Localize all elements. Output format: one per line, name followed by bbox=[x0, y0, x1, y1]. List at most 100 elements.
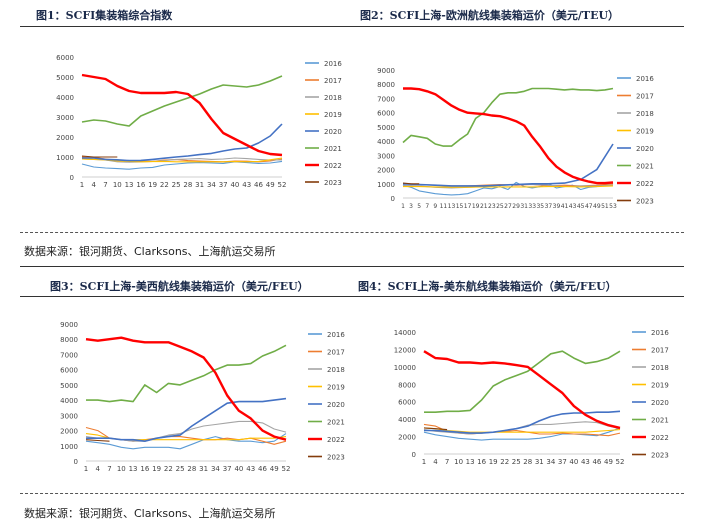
y-tick-label: 5000 bbox=[60, 382, 78, 390]
y-tick-label: 2000 bbox=[377, 167, 395, 175]
y-tick-label: 4000 bbox=[56, 94, 74, 102]
x-tick-label: 22 bbox=[164, 465, 173, 473]
legend-label-2018: 2018 bbox=[324, 94, 342, 102]
x-tick-label: 52 bbox=[616, 458, 625, 466]
legend-label-2020: 2020 bbox=[324, 128, 342, 136]
series-line-2018 bbox=[81, 157, 282, 163]
legend-label-2023: 2023 bbox=[651, 452, 669, 460]
x-tick-label: 37 bbox=[545, 203, 553, 210]
x-tick-label: 47 bbox=[585, 203, 593, 210]
y-tick-label: 9000 bbox=[377, 67, 395, 75]
legend-label-2018: 2018 bbox=[636, 110, 654, 118]
y-tick-label: 6000 bbox=[60, 367, 78, 375]
legend-label-2021: 2021 bbox=[651, 417, 669, 425]
legend-label-2017: 2017 bbox=[651, 347, 669, 355]
y-tick-label: 9000 bbox=[60, 321, 78, 329]
x-tick-label: 31 bbox=[535, 458, 544, 466]
y-tick-label: 2000 bbox=[56, 134, 74, 142]
x-tick-label: 37 bbox=[223, 465, 232, 473]
x-tick-label: 40 bbox=[569, 458, 578, 466]
x-tick-label: 28 bbox=[183, 181, 192, 189]
x-tick-label: 19 bbox=[152, 465, 161, 473]
y-tick-label: 10000 bbox=[394, 364, 416, 372]
x-tick-label: 1 bbox=[422, 458, 426, 466]
x-tick-label: 28 bbox=[187, 465, 196, 473]
series-line-2022 bbox=[423, 350, 621, 430]
legend-label-2023: 2023 bbox=[636, 198, 654, 206]
y-tick-label: 3000 bbox=[377, 152, 395, 160]
x-tick-label: 9 bbox=[433, 203, 437, 210]
y-tick-label: 4000 bbox=[377, 138, 395, 146]
x-tick-label: 16 bbox=[140, 465, 149, 473]
x-tick-label: 5 bbox=[417, 203, 421, 210]
x-tick-label: 4 bbox=[96, 465, 101, 473]
series-line-2016 bbox=[402, 181, 614, 196]
legend-label-2018: 2018 bbox=[651, 364, 669, 372]
series-line-2021 bbox=[402, 87, 614, 147]
x-tick-label: 34 bbox=[546, 458, 555, 466]
x-tick-label: 53 bbox=[609, 203, 617, 210]
legend-label-2019: 2019 bbox=[324, 111, 342, 119]
x-tick-label: 40 bbox=[234, 465, 243, 473]
y-tick-label: 0 bbox=[391, 195, 395, 203]
y-tick-label: 1000 bbox=[377, 181, 395, 189]
x-tick-label: 3 bbox=[409, 203, 413, 210]
y-tick-label: 8000 bbox=[377, 81, 395, 89]
x-tick-label: 27 bbox=[504, 203, 512, 210]
x-tick-label: 21 bbox=[480, 203, 488, 210]
y-tick-label: 12000 bbox=[394, 346, 416, 354]
series-line-2022 bbox=[85, 336, 287, 441]
y-tick-label: 6000 bbox=[398, 399, 416, 407]
section-divider-1 bbox=[20, 232, 684, 233]
x-tick-label: 25 bbox=[512, 458, 521, 466]
legend-label-2017: 2017 bbox=[324, 77, 342, 85]
x-tick-label: 40 bbox=[230, 181, 239, 189]
y-tick-label: 3000 bbox=[56, 114, 74, 122]
x-tick-label: 49 bbox=[604, 458, 613, 466]
x-tick-label: 43 bbox=[569, 203, 577, 210]
y-tick-label: 7000 bbox=[377, 95, 395, 103]
figure-1-title: 图1：SCFI集装箱综合指数 bbox=[36, 9, 173, 22]
x-tick-label: 22 bbox=[500, 458, 509, 466]
y-tick-label: 1000 bbox=[60, 443, 78, 451]
x-tick-label: 13 bbox=[129, 465, 138, 473]
x-tick-label: 10 bbox=[117, 465, 126, 473]
y-tick-label: 6000 bbox=[56, 54, 74, 62]
series-line-2021 bbox=[424, 350, 621, 413]
legend-label-2022: 2022 bbox=[636, 180, 654, 188]
x-tick-label: 46 bbox=[254, 181, 263, 189]
x-tick-label: 13 bbox=[466, 458, 475, 466]
y-tick-label: 4000 bbox=[398, 416, 416, 424]
legend-label-2023: 2023 bbox=[327, 454, 345, 462]
y-tick-label: 0 bbox=[70, 174, 74, 182]
x-tick-label: 16 bbox=[477, 458, 486, 466]
x-tick-label: 31 bbox=[195, 181, 204, 189]
x-tick-label: 16 bbox=[136, 181, 145, 189]
x-tick-label: 35 bbox=[536, 203, 544, 210]
y-tick-label: 4000 bbox=[60, 397, 78, 405]
x-tick-label: 43 bbox=[581, 458, 590, 466]
series-line-2017 bbox=[423, 423, 621, 437]
x-tick-label: 25 bbox=[176, 465, 185, 473]
x-tick-label: 33 bbox=[528, 203, 536, 210]
x-tick-label: 1 bbox=[401, 203, 405, 210]
x-tick-label: 25 bbox=[496, 203, 504, 210]
series-line-2021 bbox=[86, 344, 287, 403]
x-tick-label: 46 bbox=[592, 458, 601, 466]
x-tick-label: 19 bbox=[472, 203, 480, 210]
legend-label-2020: 2020 bbox=[636, 145, 654, 153]
x-tick-label: 15 bbox=[456, 203, 464, 210]
legend-label-2018: 2018 bbox=[327, 366, 345, 374]
series-line-2016 bbox=[423, 427, 621, 441]
x-tick-label: 34 bbox=[207, 181, 216, 189]
x-tick-label: 10 bbox=[454, 458, 463, 466]
y-tick-label: 7000 bbox=[60, 351, 78, 359]
x-tick-label: 28 bbox=[523, 458, 532, 466]
legend-label-2020: 2020 bbox=[327, 401, 345, 409]
x-tick-label: 46 bbox=[258, 465, 267, 473]
section-divider-2 bbox=[20, 493, 684, 494]
x-tick-label: 22 bbox=[160, 181, 169, 189]
series-line-2016 bbox=[85, 433, 287, 450]
legend-label-2022: 2022 bbox=[324, 162, 342, 170]
